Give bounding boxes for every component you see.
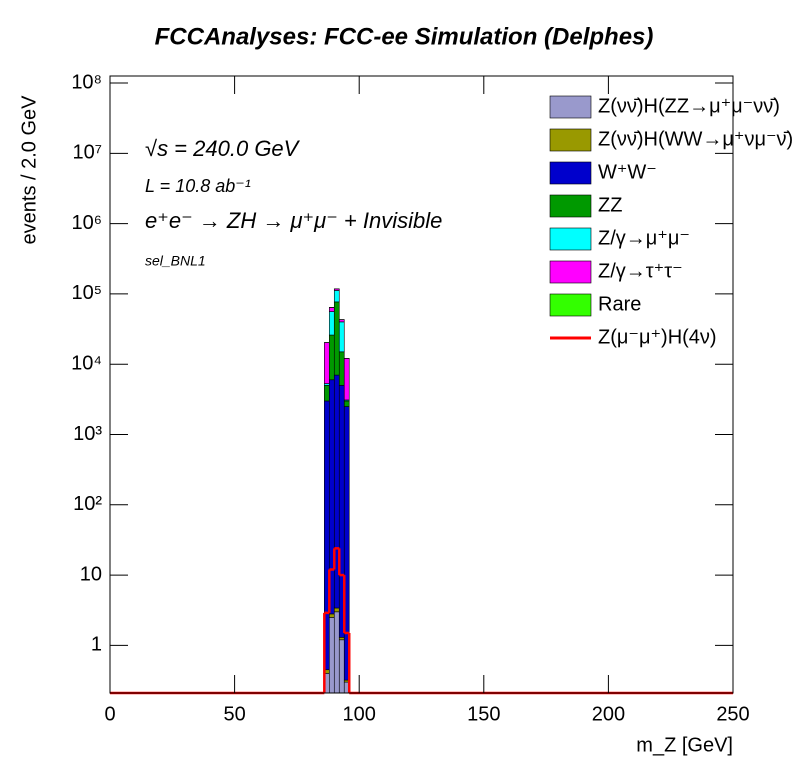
legend-swatch — [549, 161, 592, 185]
histogram-segment — [328, 307, 335, 312]
legend-swatch — [549, 194, 592, 218]
legend-swatch — [549, 260, 592, 284]
x-tick-label: 100 — [343, 703, 376, 725]
annotation: √s = 240.0 GeV — [145, 136, 301, 161]
annotation: sel_BNL1 — [145, 253, 206, 269]
histogram-segment — [343, 358, 350, 401]
histogram-segment — [324, 385, 330, 402]
legend-label: Z(μ⁻μ⁺)H(4ν) — [598, 326, 717, 348]
histogram-segment — [324, 342, 330, 384]
histogram-segment — [328, 311, 335, 336]
y-axis-label: events / 2.0 GeV — [18, 95, 40, 245]
x-tick-label: 0 — [104, 703, 115, 725]
legend-label: ZZ — [598, 194, 622, 216]
y-tick-label: 10³ — [73, 423, 102, 445]
histogram-segment — [328, 613, 335, 618]
x-tick-label: 150 — [467, 703, 500, 725]
legend-label: W⁺W⁻ — [598, 161, 657, 183]
chart-title: FCCAnalyses: FCC-ee Simulation (Delphes) — [155, 23, 654, 50]
y-tick-label: 10 — [80, 563, 102, 585]
legend-swatch — [549, 128, 592, 152]
histogram-segment — [338, 321, 345, 353]
y-tick-label: 10⁸ — [71, 71, 102, 93]
legend-label: Z/γ→μ⁺μ⁻ — [598, 227, 690, 249]
annotation: e⁺e⁻ → ZH → μ⁺μ⁻ + Invisible — [145, 208, 442, 233]
legend-label: Z(νν̄)H(WW→μ⁺νμ⁻ν̄) — [598, 128, 793, 150]
y-tick-label: 10⁷ — [73, 142, 102, 164]
legend-swatch — [549, 293, 592, 317]
histogram-segment — [338, 639, 345, 694]
histogram-segment — [343, 400, 350, 407]
x-tick-label: 250 — [716, 703, 749, 725]
x-tick-label: 200 — [592, 703, 625, 725]
legend-label: Z(νν̄)H(ZZ→μ⁺μ⁻νν̄) — [598, 95, 780, 117]
y-tick-label: 10⁶ — [72, 212, 102, 234]
y-tick-label: 10² — [73, 493, 102, 515]
histogram-segment — [328, 334, 335, 381]
histogram-segment — [333, 301, 340, 376]
histogram-segment — [333, 290, 340, 303]
y-tick-label: 1 — [91, 634, 102, 656]
x-axis-label: m_Z [GeV] — [636, 734, 733, 756]
annotation: L = 10.8 ab⁻¹ — [145, 176, 251, 196]
histogram-segment — [338, 637, 345, 641]
histogram-segment — [338, 351, 345, 386]
legend-swatch — [549, 227, 592, 251]
histogram-segment — [333, 607, 340, 613]
legend-label: Rare — [598, 293, 641, 315]
legend-label: Z/γ→τ⁺τ⁻ — [598, 260, 683, 282]
histogram-segment — [328, 617, 335, 694]
x-tick-label: 50 — [223, 703, 245, 725]
legend-swatch — [549, 95, 592, 119]
y-tick-label: 10⁵ — [71, 282, 102, 304]
y-tick-label: 10⁴ — [71, 352, 102, 374]
histogram-segment — [333, 611, 340, 694]
plot-frame — [109, 75, 734, 694]
histogram-segment — [338, 319, 345, 323]
